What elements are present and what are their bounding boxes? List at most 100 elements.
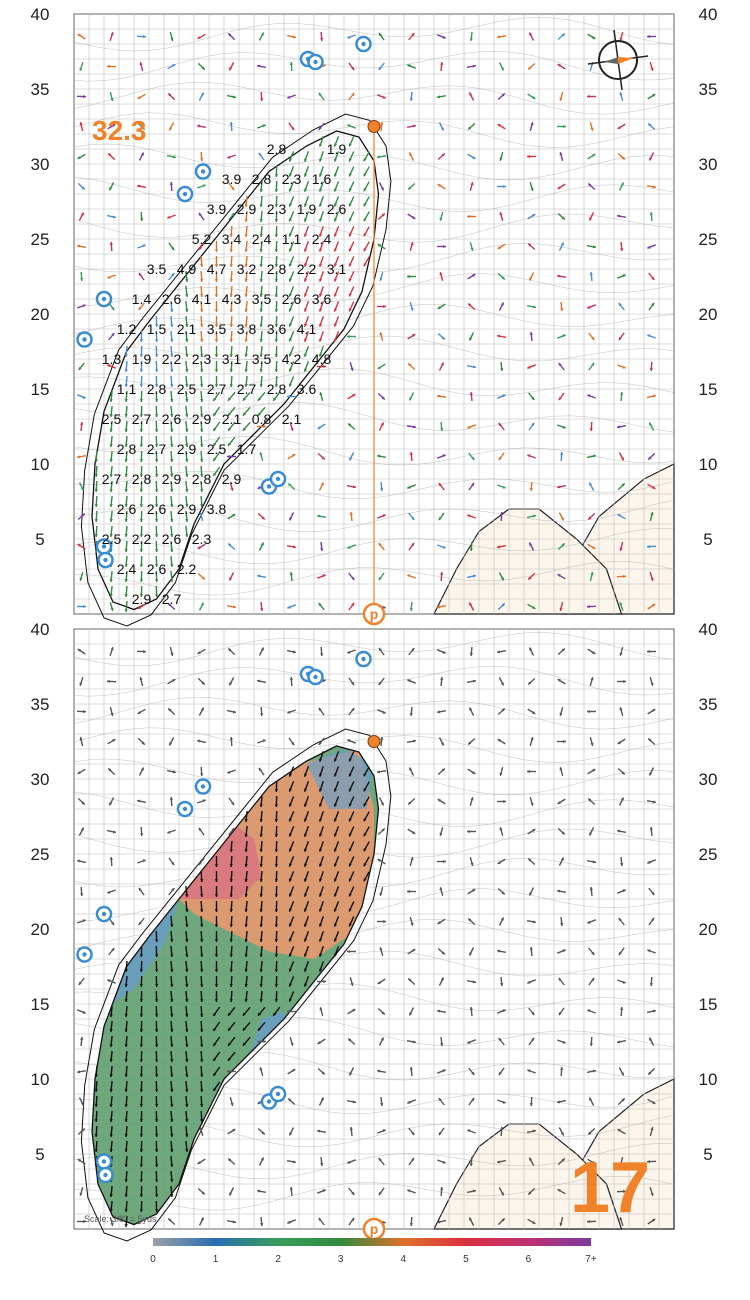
slope-value: 3.5 — [207, 321, 227, 337]
slope-value: 3.6 — [267, 321, 287, 337]
flag-position — [367, 735, 381, 748]
slope-value: 3.6 — [312, 291, 332, 307]
slope-value: 2.2 — [132, 531, 152, 547]
slope-value: 2.6 — [147, 501, 167, 517]
sprinkler-icon — [76, 946, 93, 963]
slope-value: 2.6 — [282, 291, 302, 307]
legend-label: 5 — [463, 1254, 469, 1265]
slope-value: 4.9 — [177, 261, 197, 277]
pin-depth-label: 32.3 — [92, 115, 147, 146]
slope-value: 1.5 — [147, 321, 167, 337]
slope-value: 2.6 — [162, 411, 182, 427]
slope-value: 1.4 — [132, 291, 152, 307]
slope-value: 2.8 — [267, 261, 287, 277]
pin-position-marker: p — [362, 602, 386, 626]
axis-tick-left: 5 — [35, 1145, 44, 1164]
axis-tick-right: 15 — [699, 995, 718, 1014]
slope-value: 2.6 — [117, 501, 137, 517]
slope-value: 3.8 — [237, 321, 257, 337]
slope-value: 2.5 — [177, 381, 197, 397]
panel-top: p 40 40 35 35 30 30 25 25 20 20 15 15 10 10 5 5 — [31, 5, 718, 627]
slope-value: 4.1 — [192, 291, 212, 307]
hole-number: 17 — [570, 1148, 650, 1228]
axis-tick-left: 30 — [31, 155, 50, 174]
slope-value: 2.2 — [162, 351, 182, 367]
sprinkler-icon — [355, 35, 372, 53]
slope-value: 2.9 — [192, 411, 212, 427]
sprinkler-icon — [95, 290, 113, 308]
slope-value: 2.3 — [267, 201, 287, 217]
panel-bottom: p 40 40 35 35 30 30 25 25 20 20 15 15 10 10 5 5 — [31, 620, 718, 1242]
slope-value: 2.9 — [237, 201, 257, 217]
axis-tick-right: 15 — [699, 380, 718, 399]
slope-arrows — [76, 646, 657, 1228]
slope-value: 2.9 — [222, 471, 242, 487]
axis-tick-right: 20 — [699, 305, 718, 324]
sprinkler-icon — [176, 185, 194, 203]
slope-labels: 2.8 1.9 3.9 2.8 2.3 1.6 3.9 2.9 2.3 1.9 2.6 5.2 3.4 2… — [102, 141, 347, 607]
axis-tick-right: 10 — [699, 455, 718, 474]
axis-tick-left: 40 — [31, 5, 50, 24]
slope-value: 3.5 — [252, 351, 272, 367]
axis-tick-left: 20 — [31, 305, 50, 324]
slope-value: 2.4 — [312, 231, 332, 247]
slope-value: 4.1 — [297, 321, 317, 337]
legend-label: 0 — [150, 1254, 156, 1265]
axis-tick-left: 10 — [31, 455, 50, 474]
slope-value: 2.5 — [207, 441, 227, 457]
slope-value: 1.1 — [117, 381, 137, 397]
slope-value: 2.1 — [222, 411, 242, 427]
sprinkler-icon — [95, 1153, 113, 1170]
slope-value: 2.8 — [117, 441, 137, 457]
axis-tick-right: 40 — [699, 5, 718, 24]
slope-value: 2.8 — [132, 471, 152, 487]
slope-value: 1.7 — [237, 441, 257, 457]
slope-value: 3.6 — [297, 381, 317, 397]
axis-tick-left: 35 — [31, 80, 50, 99]
slope-value: 2.9 — [162, 471, 182, 487]
sprinkler-icon — [194, 163, 212, 180]
axis-tick-left: 15 — [31, 995, 50, 1014]
slope-value: 3.9 — [207, 201, 227, 217]
slope-value: 1.9 — [327, 141, 347, 157]
slope-value: 2.9 — [132, 591, 152, 607]
axis-tick-left: 10 — [31, 1070, 50, 1089]
axis-tick-right: 20 — [699, 920, 718, 939]
green-edge — [91, 130, 380, 611]
axis-tick-left: 5 — [35, 530, 44, 549]
slope-value: 2.4 — [117, 561, 137, 577]
slope-value: 3.4 — [222, 231, 242, 247]
axis-tick-left: 15 — [31, 380, 50, 399]
slope-value: 1.9 — [297, 201, 317, 217]
slope-value: 2.7 — [162, 591, 182, 607]
axis-tick-right: 10 — [699, 1070, 718, 1089]
slope-value: 2.1 — [282, 411, 302, 427]
slope-value: 2.7 — [207, 381, 227, 397]
sprinkler-icon — [176, 800, 194, 818]
slope-value: 5.2 — [192, 231, 212, 247]
slope-value: 2.7 — [237, 381, 257, 397]
slope-value: 2.6 — [147, 561, 167, 577]
slope-value: 2.3 — [282, 171, 302, 187]
legend-bar — [153, 1238, 591, 1246]
axis-tick-right: 5 — [703, 530, 712, 549]
legend-label: 6 — [526, 1254, 532, 1265]
slope-value: 2.7 — [102, 471, 122, 487]
slope-value: 2.8 — [267, 381, 287, 397]
slope-value: 2.2 — [177, 561, 197, 577]
slope-value: 2.3 — [192, 531, 212, 547]
slope-value: 3.8 — [207, 501, 227, 517]
flag-position — [367, 120, 381, 133]
slope-value: 2.7 — [147, 441, 167, 457]
slope-value: 2.1 — [177, 321, 197, 337]
legend-label: 4 — [401, 1254, 407, 1265]
sprinkler-icon — [95, 905, 113, 923]
slope-value: 4.8 — [312, 351, 332, 367]
slope-value: 3.1 — [222, 351, 242, 367]
sprinkler-icon — [307, 668, 324, 686]
slope-value: 3.1 — [327, 261, 347, 277]
slope-value: 1.3 — [102, 351, 122, 367]
slope-legend: 0 1 2 3 4 5 6 7+ — [150, 1238, 597, 1265]
slope-value: 0.8 — [252, 411, 272, 427]
